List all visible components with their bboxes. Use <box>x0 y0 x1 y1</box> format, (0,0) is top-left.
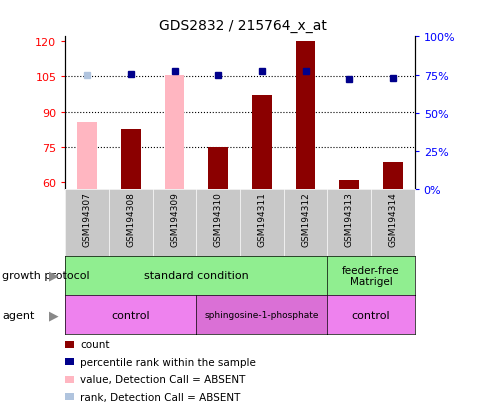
Text: GDS2832 / 215764_x_at: GDS2832 / 215764_x_at <box>158 19 326 33</box>
Text: sphingosine-1-phosphate: sphingosine-1-phosphate <box>204 311 318 319</box>
Text: standard condition: standard condition <box>144 271 248 281</box>
Text: growth protocol: growth protocol <box>2 271 90 281</box>
Text: feeder-free
Matrigel: feeder-free Matrigel <box>342 265 399 287</box>
Text: GSM194314: GSM194314 <box>388 192 396 247</box>
Text: GSM194311: GSM194311 <box>257 192 266 247</box>
Bar <box>77 123 97 190</box>
Text: control: control <box>351 310 390 320</box>
Text: GSM194310: GSM194310 <box>213 192 222 247</box>
Text: control: control <box>111 310 150 320</box>
Text: count: count <box>80 339 109 350</box>
Text: GSM194312: GSM194312 <box>301 192 309 247</box>
Bar <box>382 163 402 190</box>
Bar <box>295 42 315 190</box>
Text: GSM194307: GSM194307 <box>83 192 91 247</box>
Bar <box>165 76 184 190</box>
Text: agent: agent <box>2 310 35 320</box>
Text: GSM194309: GSM194309 <box>170 192 179 247</box>
Text: rank, Detection Call = ABSENT: rank, Detection Call = ABSENT <box>80 392 240 402</box>
Bar <box>121 130 140 190</box>
Text: percentile rank within the sample: percentile rank within the sample <box>80 357 256 367</box>
Text: ▶: ▶ <box>48 309 58 321</box>
Bar <box>339 180 358 190</box>
Text: ▶: ▶ <box>48 269 58 282</box>
Text: GSM194308: GSM194308 <box>126 192 135 247</box>
Text: GSM194313: GSM194313 <box>344 192 353 247</box>
Bar <box>252 96 271 190</box>
Text: value, Detection Call = ABSENT: value, Detection Call = ABSENT <box>80 374 245 385</box>
Bar <box>208 148 227 190</box>
